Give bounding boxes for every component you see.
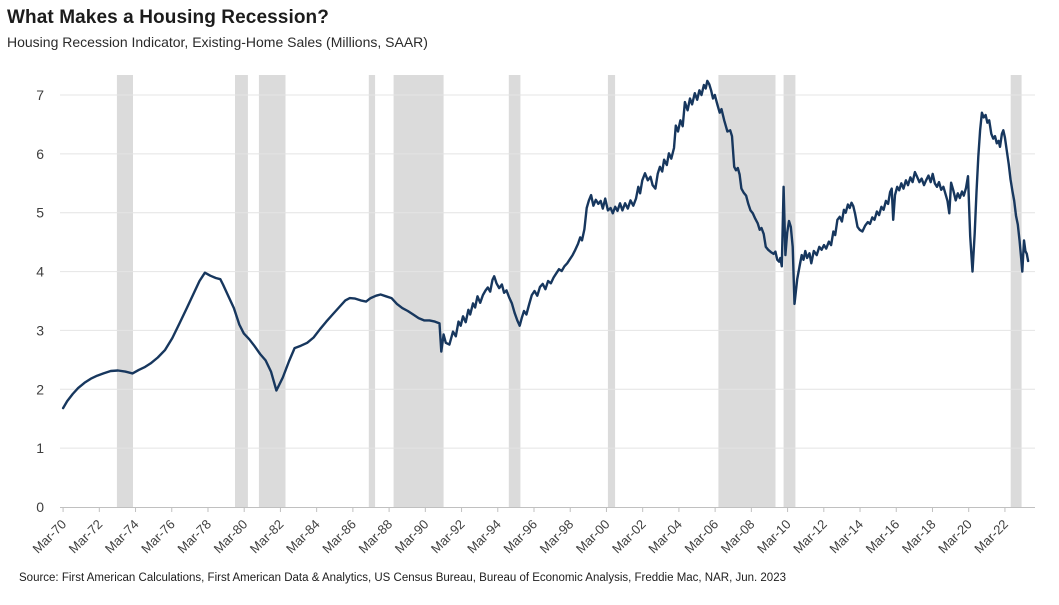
y-axis-label: 5 bbox=[36, 205, 44, 221]
y-axis-label: 1 bbox=[36, 440, 44, 456]
recession-band bbox=[116, 75, 133, 507]
x-axis-label: Mar-88 bbox=[355, 517, 395, 557]
y-axis-label: 2 bbox=[36, 381, 44, 397]
x-axis-label: Mar-10 bbox=[754, 517, 794, 557]
recession-band bbox=[258, 75, 286, 507]
x-axis-label: Mar-78 bbox=[174, 517, 214, 557]
x-axis-label: Mar-86 bbox=[319, 517, 359, 557]
y-axis-label: 4 bbox=[36, 264, 44, 280]
x-axis-label: Mar-94 bbox=[464, 517, 504, 557]
recession-bands bbox=[116, 75, 1022, 507]
x-axis-label: Mar-70 bbox=[29, 517, 69, 557]
x-axis-label: Mar-06 bbox=[682, 517, 722, 557]
chart-title: What Makes a Housing Recession? bbox=[7, 7, 329, 28]
x-axis-label: Mar-14 bbox=[826, 517, 866, 557]
x-axis-label: Mar-72 bbox=[66, 517, 106, 557]
recession-band bbox=[1010, 75, 1022, 507]
x-axis-label: Mar-76 bbox=[138, 517, 178, 557]
existing-home-sales-line bbox=[61, 79, 1030, 410]
y-axis-label: 6 bbox=[36, 146, 44, 162]
y-axis-label: 0 bbox=[36, 499, 44, 515]
x-axis-label: Mar-74 bbox=[102, 517, 142, 557]
y-axis-label: 7 bbox=[36, 87, 44, 103]
recession-band bbox=[718, 75, 776, 507]
x-axis-label: Mar-96 bbox=[500, 517, 540, 557]
source-note: Source: First American Calculations, Fir… bbox=[19, 572, 786, 584]
x-axis-label: Mar-12 bbox=[790, 517, 830, 557]
y-axis-label: 3 bbox=[36, 322, 44, 338]
y-axis-labels: 0 1 2 3 4 5 6 7 bbox=[36, 87, 44, 515]
gridlines bbox=[60, 94, 1035, 449]
recession-band bbox=[607, 75, 616, 507]
x-axis-label: Mar-98 bbox=[537, 517, 577, 557]
chart-subtitle: Housing Recession Indicator, Existing-Ho… bbox=[7, 34, 428, 50]
x-axis-label: Mar-00 bbox=[573, 517, 613, 557]
x-axis: Mar-70Mar-72Mar-74Mar-76Mar-78Mar-80Mar-… bbox=[29, 507, 1035, 556]
x-axis-label: Mar-20 bbox=[935, 517, 975, 557]
recession-band bbox=[368, 75, 376, 507]
x-axis-label: Mar-84 bbox=[283, 517, 323, 557]
x-axis-label: Mar-02 bbox=[609, 517, 649, 557]
recession-band bbox=[783, 75, 796, 507]
x-axis-label: Mar-08 bbox=[718, 517, 758, 557]
x-axis-label: Mar-18 bbox=[899, 517, 939, 557]
recession-band bbox=[393, 75, 444, 507]
recession-band bbox=[508, 75, 521, 507]
x-axis-label: Mar-82 bbox=[247, 517, 287, 557]
x-axis-label: Mar-22 bbox=[971, 517, 1011, 557]
x-axis-label: Mar-04 bbox=[645, 517, 685, 557]
x-axis-label: Mar-90 bbox=[392, 517, 432, 557]
recession-band bbox=[235, 75, 248, 507]
x-axis-label: Mar-80 bbox=[211, 517, 251, 557]
x-axis-label: Mar-92 bbox=[428, 517, 468, 557]
x-axis-label: Mar-16 bbox=[863, 517, 903, 557]
